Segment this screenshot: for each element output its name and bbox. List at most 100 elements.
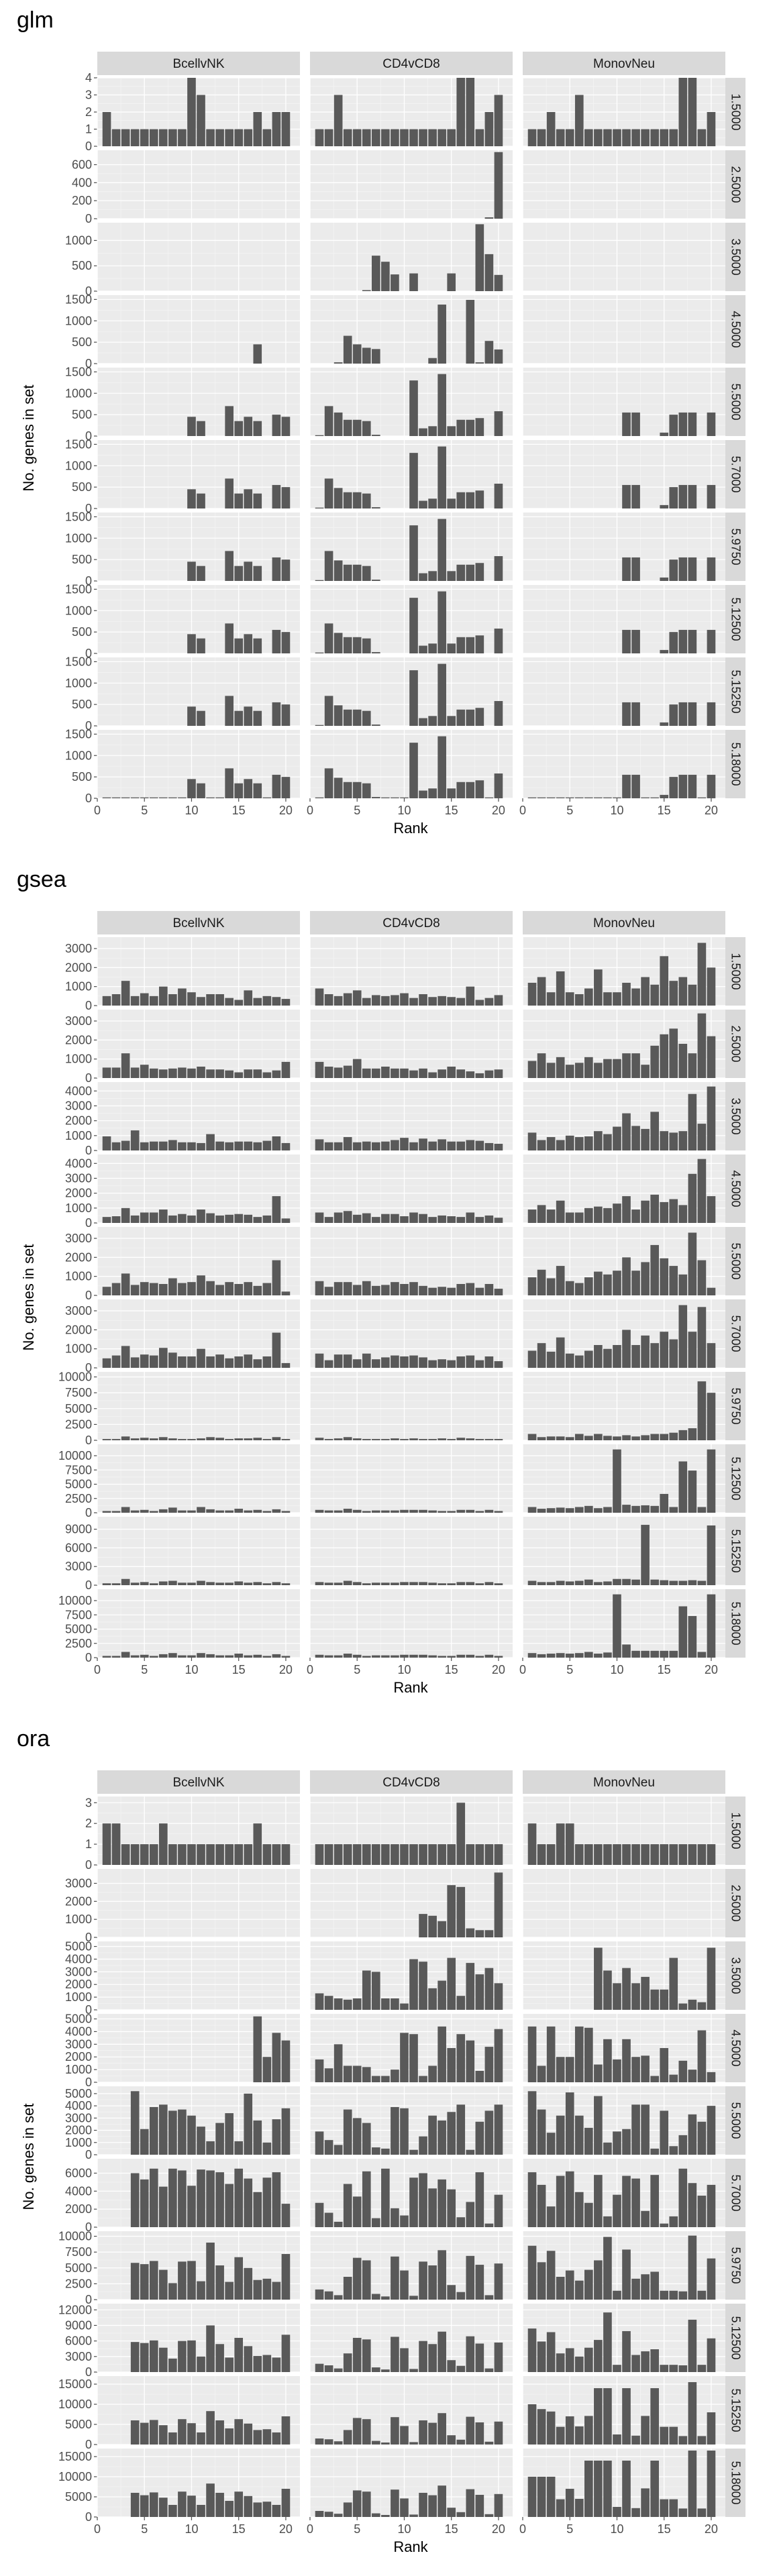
bar <box>437 2121 446 2155</box>
bar <box>697 1260 707 1295</box>
bar <box>456 2365 466 2372</box>
bar <box>187 1142 196 1150</box>
bar <box>225 1142 234 1150</box>
bar <box>409 743 418 798</box>
bar <box>707 1525 716 1585</box>
bar <box>206 1654 215 1658</box>
bar <box>391 1438 399 1440</box>
y-tick-label: 2000 <box>65 961 92 974</box>
bar <box>475 2121 484 2155</box>
bar <box>343 1999 352 2010</box>
bar <box>419 2261 427 2300</box>
bar <box>428 129 437 146</box>
bar <box>613 129 621 146</box>
bar <box>159 1069 168 1078</box>
bar <box>466 1140 475 1150</box>
bar <box>215 1354 224 1368</box>
bar <box>494 1872 503 1937</box>
bar <box>343 1282 352 1295</box>
bar <box>130 1215 140 1223</box>
bar <box>603 2237 612 2300</box>
bar <box>352 2490 362 2517</box>
bar <box>574 1507 584 1513</box>
bar <box>556 2057 565 2082</box>
bar <box>447 1287 456 1295</box>
row-strip <box>724 585 745 653</box>
bar <box>650 2271 659 2300</box>
bar <box>466 1355 475 1368</box>
bar <box>225 2184 234 2227</box>
bar <box>343 993 352 1006</box>
row-strip <box>724 937 745 1006</box>
bar <box>281 1439 291 1440</box>
bar <box>456 1217 466 1223</box>
bar <box>362 421 371 436</box>
bar <box>631 2278 640 2300</box>
bar <box>333 1998 343 2010</box>
bar <box>631 988 640 1006</box>
bar <box>281 2334 291 2372</box>
bar <box>456 2217 466 2227</box>
bar <box>484 2295 494 2300</box>
bar <box>419 718 427 726</box>
row-strip <box>724 1082 745 1150</box>
bar <box>613 2507 621 2517</box>
bar <box>140 1438 149 1440</box>
y-tick-label: 15000 <box>58 2377 92 2391</box>
x-tick-label: 15 <box>658 2522 671 2536</box>
bar <box>574 1212 584 1223</box>
bar <box>178 1844 187 1865</box>
bar <box>343 335 352 364</box>
bar <box>159 1348 168 1368</box>
bar <box>324 2068 333 2082</box>
bar <box>187 78 196 146</box>
bar <box>253 1142 262 1150</box>
bar <box>707 2451 716 2517</box>
bar <box>494 1844 503 1865</box>
x-tick-label: 10 <box>610 1663 623 1676</box>
y-tick-label: 500 <box>72 335 92 349</box>
bar <box>178 1067 187 1078</box>
bar <box>475 2172 484 2227</box>
bar <box>437 1844 446 1865</box>
bar <box>391 1282 399 1295</box>
bar <box>372 1359 380 1368</box>
y-tick-label: 1000 <box>65 459 92 472</box>
bar <box>594 1947 603 2010</box>
bar <box>244 1655 253 1658</box>
bar <box>121 1844 130 1865</box>
bar <box>234 2491 244 2517</box>
bar <box>352 129 362 146</box>
bar <box>584 1277 593 1295</box>
bar <box>234 710 244 726</box>
y-tick-label: 5000 <box>65 2087 92 2100</box>
row-strip-label: 1.5000 <box>729 1812 742 1849</box>
bar <box>281 2108 291 2155</box>
bar <box>272 2172 281 2227</box>
bar <box>333 996 343 1006</box>
bar <box>613 2434 621 2445</box>
bar <box>603 1652 612 1658</box>
bar <box>641 1650 650 1658</box>
bar <box>315 2202 324 2227</box>
bar <box>494 2342 503 2372</box>
bar <box>707 557 716 581</box>
bar <box>537 2184 546 2227</box>
bar <box>178 2419 187 2445</box>
bar <box>197 2432 205 2445</box>
bar <box>456 1509 466 1513</box>
bar <box>631 2104 640 2155</box>
bar <box>565 2489 574 2517</box>
bar <box>225 1844 234 1865</box>
y-tick-label: 9000 <box>65 2318 92 2332</box>
bar <box>253 2502 262 2517</box>
bar <box>447 643 456 653</box>
bar <box>130 129 140 146</box>
bar <box>428 2344 437 2372</box>
bar <box>466 564 475 581</box>
bar <box>187 634 196 653</box>
bar <box>494 773 503 798</box>
bar <box>140 1142 149 1150</box>
bar <box>466 1844 475 1865</box>
row-strip-label: 5.12500 <box>729 1456 742 1500</box>
